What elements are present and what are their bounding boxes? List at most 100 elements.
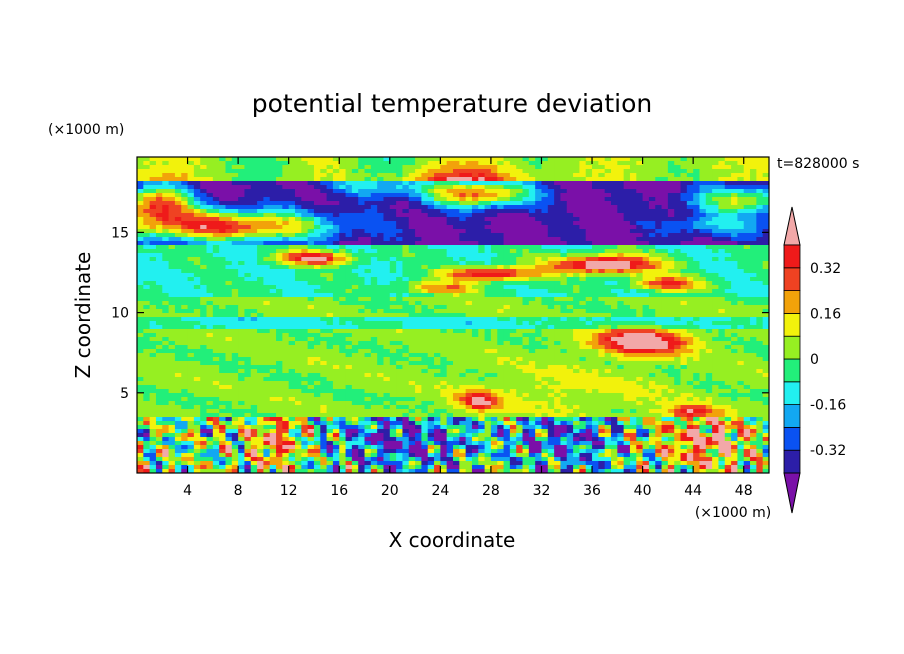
heatmap-cell [389,185,397,190]
heatmap-cell [364,269,372,274]
heatmap-cell [762,201,769,206]
heatmap-cell [611,337,618,342]
heatmap-cell [509,265,517,270]
heatmap-cell [611,205,618,210]
heatmap-cell [181,237,189,242]
heatmap-cell [453,177,460,182]
heatmap-cell [137,277,144,282]
heatmap-cell [680,285,688,290]
heatmap-cell [168,205,176,210]
heatmap-cell [737,313,745,318]
heatmap-cell [225,249,233,254]
heatmap-cell [516,181,524,186]
heatmap-cell [212,201,220,206]
heatmap-cell [680,313,688,318]
heatmap-cell [389,321,397,326]
heatmap-cell [459,209,467,214]
heatmap-cell [724,181,732,186]
heatmap-cell [516,249,524,254]
heatmap-cell [339,293,347,298]
heatmap-cell [623,249,631,254]
heatmap-cell [389,345,397,350]
heatmap-cell [250,225,258,230]
heatmap-cell [396,341,404,346]
heatmap-cell [516,349,524,354]
heatmap-cell [579,321,587,326]
heatmap-cell [724,189,732,194]
heatmap-cell [731,217,738,222]
heatmap-cell [554,221,562,226]
heatmap-cell [427,273,435,278]
heatmap-cell [497,293,505,298]
heatmap-cell [579,201,587,206]
heatmap-cell [206,301,214,306]
heatmap-cell [402,189,410,194]
heatmap-cell [478,277,486,282]
heatmap-cell [579,345,587,350]
heatmap-cell [200,269,208,274]
heatmap-cell [187,189,195,194]
heatmap-cell [282,317,290,322]
heatmap-cell [206,261,214,266]
heatmap-cell [750,301,757,306]
heatmap-cell [193,333,201,338]
heatmap-cell [604,277,612,282]
heatmap-cell [383,233,391,238]
heatmap-cell [377,345,385,350]
heatmap-cell [187,309,195,314]
heatmap-cell [219,345,227,350]
heatmap-cell [623,189,631,194]
heatmap-cell [408,193,416,198]
heatmap-cell [396,169,404,174]
heatmap-cell [541,193,549,198]
heatmap-cell [212,217,220,222]
heatmap-cell [231,317,239,322]
heatmap-cell [478,201,486,206]
heatmap-cell [370,189,378,194]
heatmap-cell [358,233,366,238]
heatmap-cell [143,157,151,162]
heatmap-cell [427,209,435,214]
heatmap-cell [655,265,663,270]
heatmap-cell [661,329,669,334]
heatmap-cell [415,181,422,186]
heatmap-cell [490,225,498,230]
heatmap-cell [547,337,555,342]
heatmap-cell [200,273,208,278]
heatmap-cell [250,205,258,210]
heatmap-cell [554,345,562,350]
heatmap-cell [762,269,769,274]
heatmap-cell [446,229,454,234]
heatmap-cell [206,161,214,166]
heatmap-cell [629,341,637,346]
heatmap-cell [724,305,732,310]
heatmap-cell [731,277,738,282]
heatmap-cell [762,221,769,226]
heatmap-cell [724,229,732,234]
heatmap-cell [592,213,599,218]
heatmap-cell [269,313,277,318]
heatmap-cell [699,321,707,326]
heatmap-cell [756,209,764,214]
heatmap-cell [288,305,296,310]
heatmap-cell [244,261,252,266]
heatmap-cell [693,161,701,166]
heatmap-cell [459,273,467,278]
heatmap-cell [686,329,694,334]
heatmap-cell [427,321,435,326]
heatmap-cell [320,337,328,342]
heatmap-cell [168,297,176,302]
heatmap-cell [579,285,587,290]
heatmap-cell [244,337,252,342]
heatmap-cell [642,277,650,282]
heatmap-cell [434,241,441,246]
heatmap-cell [762,193,769,198]
heatmap-cell [712,249,720,254]
heatmap-cell [345,213,353,218]
heatmap-cell [712,325,720,330]
heatmap-cell [434,209,441,214]
heatmap-cell [408,341,416,346]
heatmap-cell [351,341,359,346]
heatmap-cell [592,217,599,222]
heatmap-cell [554,281,562,286]
